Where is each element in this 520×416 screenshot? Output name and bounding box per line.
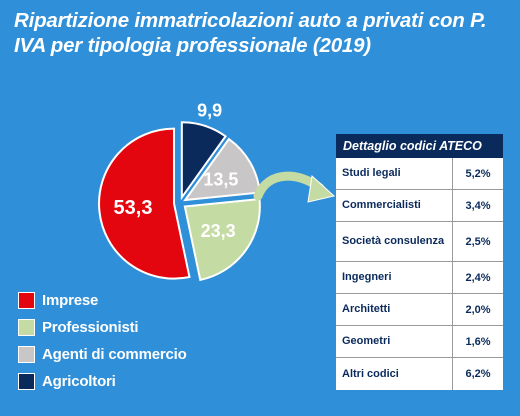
table-row: Studi legali 5,2% (336, 158, 503, 190)
pie-slice-label: 53,3 (114, 197, 153, 219)
table-row: Altri codici 6,2% (336, 358, 503, 390)
legend-item-professionisti: Professionisti (18, 314, 187, 341)
pie-slice-imprese (98, 127, 191, 280)
ateco-code-name: Geometri (336, 326, 453, 357)
table-row: Architetti 2,0% (336, 294, 503, 326)
legend-swatch-imprese (18, 292, 35, 309)
ateco-code-name: Commercialisti (336, 190, 453, 221)
legend-swatch-agenti (18, 346, 35, 363)
ateco-code-value: 2,0% (465, 303, 491, 316)
ateco-code-value: 2,4% (465, 271, 491, 284)
legend-swatch-agricoltori (18, 373, 35, 390)
legend-label: Imprese (42, 292, 99, 309)
ateco-code-name: Altri codici (336, 358, 453, 390)
ateco-table: Dettaglio codici ATECO Studi legali 5,2%… (336, 134, 503, 390)
legend-swatch-professionisti (18, 319, 35, 336)
ateco-code-name: Ingegneri (336, 262, 453, 293)
table-row: Ingegneri 2,4% (336, 262, 503, 294)
pie-slice-professionisti (183, 197, 261, 282)
ateco-code-value: 6,2% (465, 368, 491, 380)
pie-slice-agricoltori (180, 121, 227, 201)
ateco-code-value: 5,2% (465, 167, 491, 180)
table-row: Società consulenza 2,5% (336, 222, 503, 262)
ateco-code-name: Società consulenza (336, 222, 453, 261)
legend-label: Agricoltori (42, 373, 116, 390)
table-row: Commercialisti 3,4% (336, 190, 503, 222)
legend-item-agricoltori: Agricoltori (18, 368, 187, 395)
ateco-code-value: 1,6% (465, 335, 491, 348)
pie-slice-label: 13,5 (203, 169, 238, 189)
ateco-code-value: 3,4% (465, 199, 491, 212)
ateco-code-name: Studi legali (336, 158, 453, 189)
legend-item-agenti: Agenti di commercio (18, 341, 187, 368)
ateco-arrow-head (307, 175, 336, 203)
ateco-table-header: Dettaglio codici ATECO (336, 134, 503, 158)
pie-slice-label: 9,9 (197, 101, 222, 121)
pie-slice-label: 23,3 (201, 221, 236, 241)
legend-label: Professionisti (42, 319, 139, 336)
ateco-code-value: 2,5% (465, 235, 491, 248)
legend-label: Agenti di commercio (42, 346, 187, 363)
legend: Imprese Professionisti Agenti di commerc… (18, 287, 187, 395)
chart-title: Ripartizione immatricolazioni auto a pri… (14, 9, 487, 57)
ateco-code-name: Architetti (336, 294, 453, 325)
table-row: Geometri 1,6% (336, 326, 503, 358)
legend-item-imprese: Imprese (18, 287, 187, 314)
